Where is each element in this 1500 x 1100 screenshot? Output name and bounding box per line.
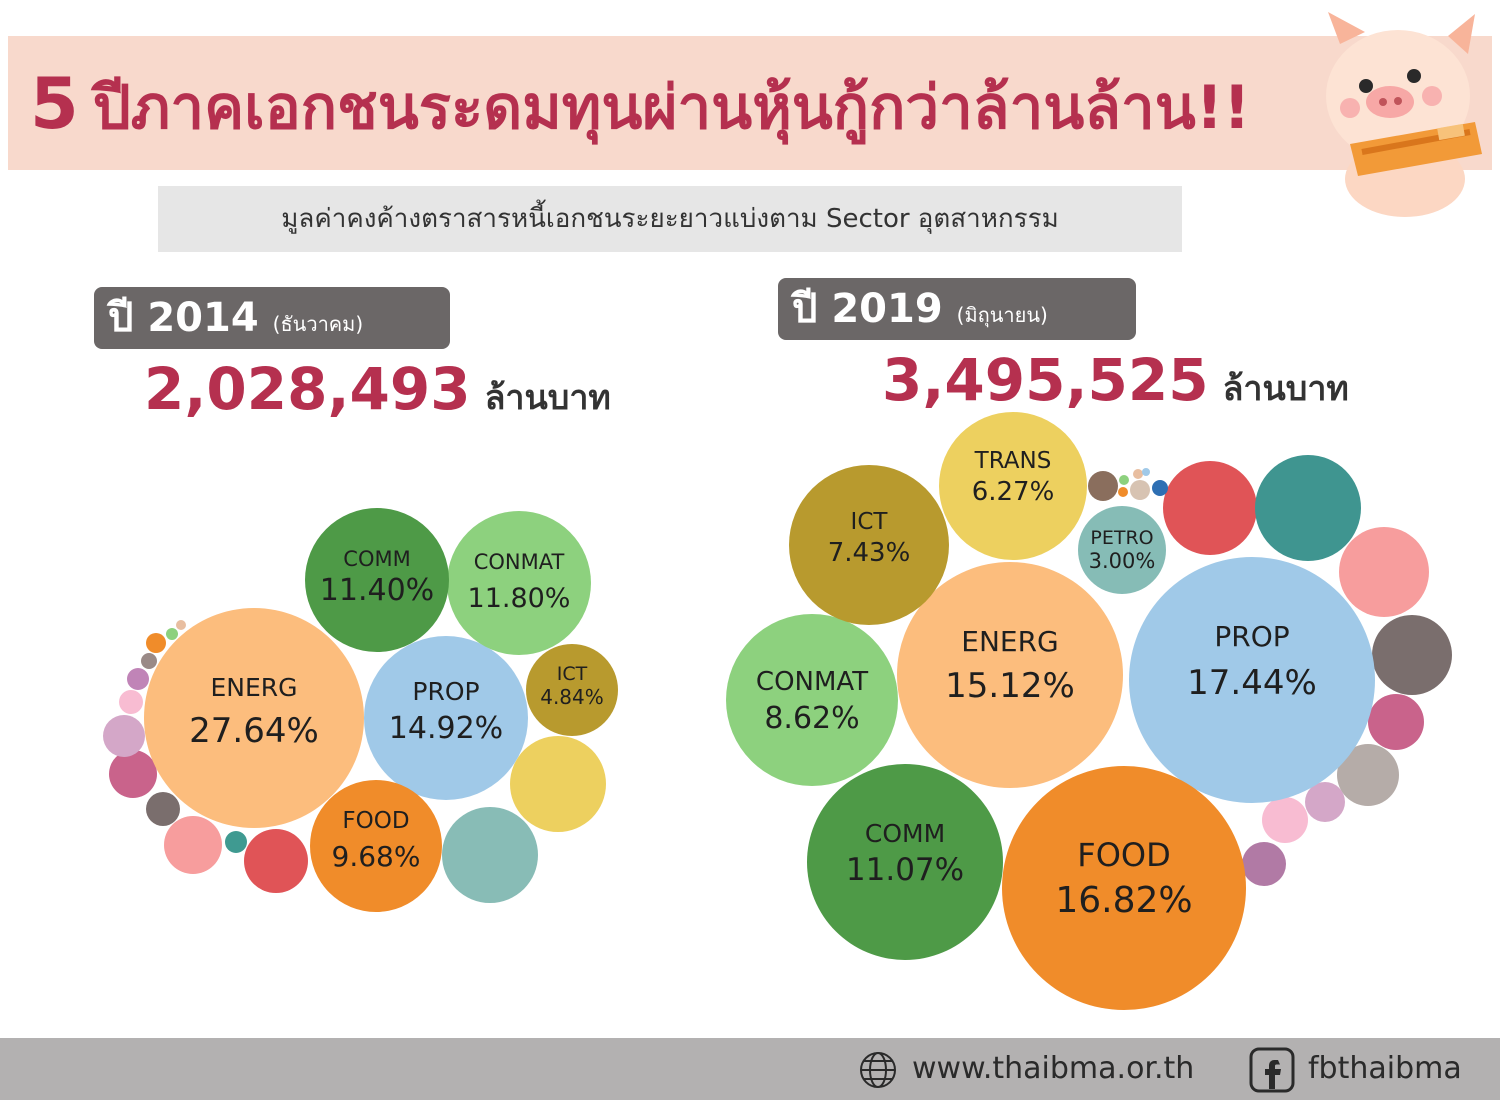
minor-bubble: [1337, 744, 1399, 806]
facebook-icon: [1249, 1047, 1295, 1093]
pig-mascot-image: [1326, 12, 1482, 217]
bubble-label-petro: PETRO: [1090, 527, 1153, 549]
bubble-prop-2014: [364, 636, 528, 800]
bubble-comm-2014: [305, 508, 449, 652]
minor-bubble: [1152, 480, 1168, 496]
bubble-label-prop: PROP: [1214, 620, 1289, 653]
year-2014-label: ปี 2014 (ธันวาคม): [94, 287, 450, 349]
bubble-food-2019: [1002, 766, 1246, 1010]
bubble-label-ict: ICT: [557, 663, 588, 685]
minor-bubble: [164, 816, 222, 874]
minor-bubble: [1255, 455, 1361, 561]
bubble-energ-2019: [897, 562, 1123, 788]
minor-bubble: [244, 829, 308, 893]
header-banner: [8, 36, 1492, 170]
bubble-charts: ENERG27.64%PROP14.92%CONMAT11.80%COMM11.…: [103, 412, 1452, 1010]
minor-bubble: [146, 792, 180, 826]
title-part1: ปีภาคเอกชนระดมทุน: [92, 73, 643, 143]
bubble-pct-energ: 27.64%: [189, 711, 319, 751]
minor-bubble: [127, 668, 149, 690]
total-2014-unit: ล้านบาท: [484, 378, 611, 418]
bubble-pct-food: 9.68%: [332, 840, 421, 873]
bubble-pct-ict: 4.84%: [540, 685, 604, 709]
bubble-label-comm: COMM: [865, 819, 945, 848]
minor-bubble: [176, 620, 186, 630]
website-link[interactable]: www.thaibma.or.th: [912, 1051, 1195, 1086]
bubble-label-comm: COMM: [343, 547, 410, 571]
minor-bubble: [1163, 461, 1257, 555]
minor-bubble: [510, 736, 606, 832]
year-2019-label: ปี 2019 (มิถุนายน): [778, 278, 1136, 340]
bubble-conmat-2019: [726, 614, 898, 786]
minor-bubble: [1130, 480, 1150, 500]
subtitle: มูลค่าคงค้างตราสารหนี้เอกชนระยะยาวแบ่งตา…: [281, 204, 1059, 234]
bubble-petro-2019: [1078, 506, 1166, 594]
bubble-pct-petro: 3.00%: [1089, 549, 1156, 573]
minor-bubble: [119, 690, 143, 714]
bubble-label-conmat: CONMAT: [474, 550, 565, 574]
total-2019-value: 3,495,525: [882, 346, 1209, 414]
minor-bubble: [1339, 527, 1429, 617]
bubble-pct-trans: 6.27%: [972, 477, 1055, 507]
bubble-label-trans: TRANS: [974, 448, 1052, 474]
bubble-pct-conmat: 11.80%: [468, 583, 571, 614]
facebook-link[interactable]: fbthaibma: [1308, 1051, 1462, 1086]
minor-bubble: [225, 831, 247, 853]
minor-bubble: [1368, 694, 1424, 750]
minor-bubble: [1372, 615, 1452, 695]
bubble-label-energ: ENERG: [210, 673, 297, 702]
bubble-prop-2019: [1129, 557, 1375, 803]
subtitle-box: [158, 186, 1182, 252]
bubble-label-ict: ICT: [851, 509, 889, 535]
minor-bubble: [1119, 475, 1129, 485]
page-title: 5 ปีภาคเอกชนระดมทุนผ่านหุ้นกู้กว่าล้านล้า…: [30, 54, 1250, 154]
minor-bubble: [1088, 471, 1118, 501]
bubble-pct-comm: 11.07%: [846, 852, 964, 888]
total-2014-value: 2,028,493: [144, 355, 471, 423]
minor-bubble: [141, 653, 157, 669]
minor-bubble: [109, 750, 157, 798]
title-part2: ผ่านหุ้นกู้กว่าล้านล้าน!!: [642, 73, 1251, 143]
bubble-trans-2019: [939, 412, 1087, 560]
bubble-energ-2014: [144, 608, 364, 828]
bubble-pct-conmat: 8.62%: [764, 701, 859, 736]
total-2019-unit: ล้านบาท: [1222, 369, 1349, 409]
total-2014: 2,028,493 ล้านบาท: [144, 354, 611, 439]
month-2014-text: (ธันวาคม): [272, 312, 364, 336]
bubble-pct-food: 16.82%: [1055, 880, 1192, 921]
bubble-food-2014: [310, 780, 442, 912]
bubble-pct-comm: 11.40%: [320, 573, 434, 608]
minor-bubble: [146, 633, 166, 653]
globe-icon: [860, 1052, 896, 1088]
minor-bubble: [1133, 469, 1143, 479]
bubble-label-food: FOOD: [1077, 836, 1170, 874]
bubble-label-food: FOOD: [342, 808, 409, 834]
minor-bubble: [1118, 487, 1128, 497]
minor-bubble: [442, 807, 538, 903]
minor-bubble: [166, 628, 178, 640]
bubble-label-conmat: CONMAT: [756, 667, 868, 697]
minor-bubble: [1242, 842, 1286, 886]
year-2019-text: ปี 2019: [792, 286, 943, 332]
bubble-pct-prop: 14.92%: [389, 711, 503, 746]
minor-bubble: [1305, 782, 1345, 822]
bubble-ict-2019: [789, 465, 949, 625]
bubble-label-energ: ENERG: [961, 625, 1058, 658]
bubble-pct-energ: 15.12%: [945, 666, 1075, 706]
month-2019-text: (มิถุนายน): [956, 303, 1048, 327]
minor-bubble: [103, 715, 145, 757]
minor-bubble: [1262, 797, 1308, 843]
minor-bubble: [1142, 468, 1150, 476]
year-2014-text: ปี 2014: [108, 295, 259, 341]
bubble-ict-2014: [526, 644, 618, 736]
title-number: 5: [30, 63, 79, 145]
bubble-comm-2019: [807, 764, 1003, 960]
bubble-pct-ict: 7.43%: [828, 538, 911, 568]
total-2019: 3,495,525 ล้านบาท: [882, 345, 1349, 430]
bubble-conmat-2014: [447, 511, 591, 655]
bubble-pct-prop: 17.44%: [1187, 663, 1317, 703]
bubble-label-prop: PROP: [412, 677, 479, 706]
